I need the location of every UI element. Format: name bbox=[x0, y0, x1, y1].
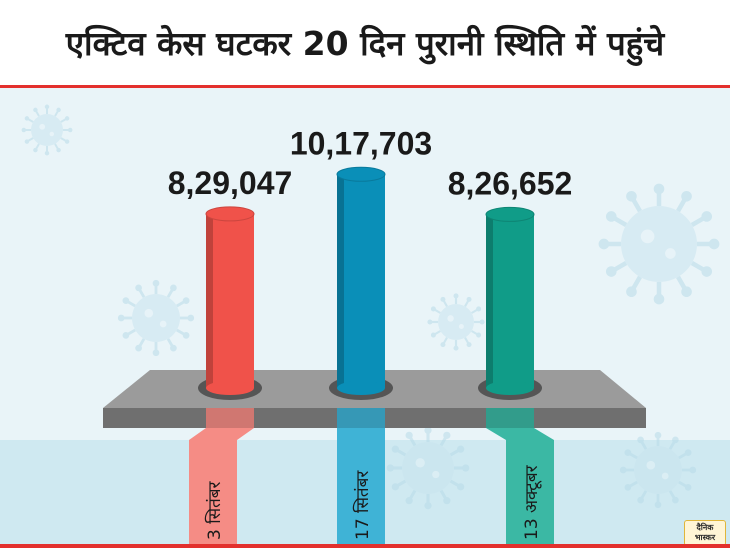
virus-icon bbox=[598, 183, 720, 305]
category-band bbox=[189, 428, 254, 548]
bar-top bbox=[336, 166, 386, 182]
dainik-bhaskar-logo: दैनिक भास्कर bbox=[684, 520, 726, 546]
virus-icon bbox=[117, 279, 195, 357]
category-label: 3 सितंबर bbox=[204, 480, 225, 540]
chart-title: एक्टिव केस घटकर 20 दिन पुरानी स्थिति में… bbox=[65, 24, 665, 63]
bar bbox=[206, 213, 254, 388]
category-band-neck bbox=[486, 408, 534, 428]
category-label: 17 सितंबर bbox=[352, 470, 373, 540]
bar bbox=[486, 214, 534, 388]
category-label: 13 अक्टूबर bbox=[522, 464, 542, 540]
category-band bbox=[337, 428, 385, 548]
category-band bbox=[486, 428, 554, 548]
title-bar: एक्टिव केस घटकर 20 दिन पुरानी स्थिति में… bbox=[0, 0, 730, 88]
data-label: 8,26,652 bbox=[448, 165, 573, 201]
virus-icon bbox=[427, 293, 485, 351]
virus-decorations bbox=[21, 104, 720, 510]
data-label: 8,29,047 bbox=[168, 165, 293, 201]
bar bbox=[337, 174, 385, 388]
virus-icon bbox=[21, 104, 73, 156]
bar-base bbox=[337, 381, 385, 395]
virus-icon bbox=[386, 426, 470, 510]
bar-base bbox=[206, 381, 254, 395]
category-band-neck bbox=[337, 408, 385, 428]
bar-base bbox=[486, 381, 534, 395]
bar-shadow bbox=[337, 174, 344, 388]
bar-top bbox=[485, 206, 535, 222]
logo-line-1: दैनिक bbox=[696, 523, 714, 532]
bar-shadow bbox=[206, 213, 213, 388]
bar-top bbox=[205, 206, 255, 222]
logo-line-2: भास्कर bbox=[694, 533, 716, 542]
virus-icon bbox=[619, 431, 697, 509]
bars-group: 8,29,047 3 सितंबर 10,17,703 17 सितंबर 8,26,6… bbox=[168, 125, 573, 548]
category-band-neck bbox=[206, 408, 254, 428]
bottom-accent-line bbox=[0, 544, 730, 548]
data-label: 10,17,703 bbox=[290, 125, 432, 161]
bar-shadow bbox=[486, 214, 493, 388]
